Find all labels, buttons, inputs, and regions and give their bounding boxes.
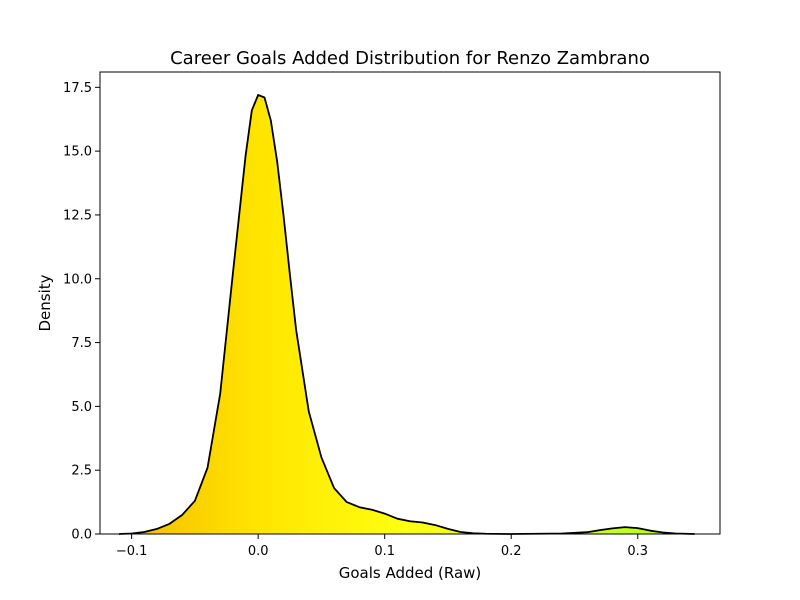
density-area-fill <box>118 94 695 534</box>
y-tick-label: 15.0 <box>63 145 92 160</box>
y-tick-label: 7.5 <box>71 336 92 351</box>
y-tick-label: 5.0 <box>71 400 92 415</box>
y-axis-label: Density <box>36 274 54 331</box>
plot-frame <box>99 71 721 535</box>
x-tick-label: −0.1 <box>116 544 148 559</box>
x-axis-label: Goals Added (Raw) <box>339 564 482 582</box>
x-tick-label: 0.3 <box>627 544 648 559</box>
y-tick-label: 12.5 <box>63 208 92 223</box>
y-axis-ticks: 0.0 2.5 5.0 7.5 10.0 12.5 15.0 17.5 <box>63 81 100 543</box>
x-tick-label: 0.2 <box>501 544 522 559</box>
x-tick-label: 0.1 <box>374 544 395 559</box>
y-tick-label: 17.5 <box>63 81 92 96</box>
x-tick-label: 0.0 <box>248 544 269 559</box>
y-tick-label: 2.5 <box>71 464 92 479</box>
x-axis-ticks: −0.1 0.0 0.1 0.2 0.3 <box>116 534 648 559</box>
y-tick-label: 0.0 <box>71 528 92 543</box>
y-tick-label: 10.0 <box>63 272 92 287</box>
chart-title: Career Goals Added Distribution for Renz… <box>170 48 650 69</box>
plot-area <box>118 94 695 535</box>
density-curve-line <box>118 94 695 535</box>
